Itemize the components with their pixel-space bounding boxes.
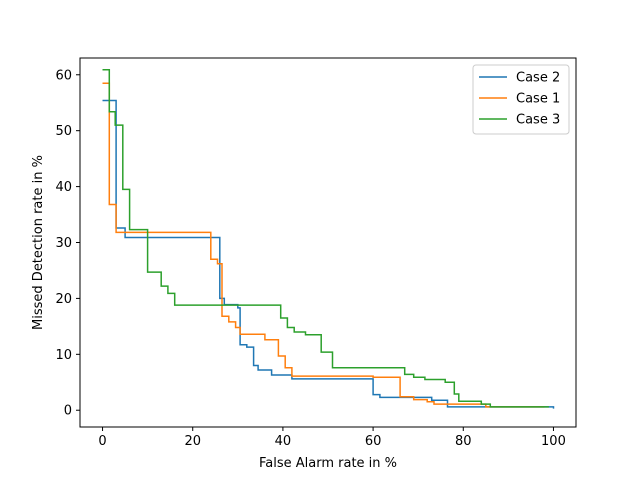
y-axis-label: Missed Detection rate in % — [31, 155, 46, 330]
y-tick-label: 20 — [55, 292, 72, 307]
x-axis-label: False Alarm rate in % — [259, 456, 397, 471]
x-tick-label: 0 — [98, 434, 106, 449]
x-tick-label: 100 — [541, 434, 566, 449]
y-tick-label: 60 — [55, 68, 72, 83]
y-tick-label: 40 — [55, 180, 72, 195]
legend: Case 2 Case 1 Case 3 — [472, 64, 570, 135]
axis-ticks: 0 20 40 60 80 100 0 10 20 30 40 50 60 — [55, 68, 565, 449]
series-line-case-2 — [102, 99, 555, 409]
legend-label-case-2: Case 2 — [516, 71, 560, 86]
series-line-case-3 — [102, 68, 549, 408]
x-tick-label: 20 — [184, 434, 201, 449]
y-tick-label: 10 — [55, 348, 72, 363]
x-tick-label: 60 — [365, 434, 382, 449]
legend-label-case-1: Case 1 — [516, 92, 560, 107]
legend-label-case-3: Case 3 — [516, 113, 560, 128]
series-line-case-1 — [102, 82, 545, 408]
legend-box — [472, 64, 570, 135]
x-tick-label: 80 — [455, 434, 472, 449]
y-tick-label: 50 — [55, 124, 72, 139]
series-lines — [102, 68, 555, 409]
x-tick-label: 40 — [275, 434, 292, 449]
y-tick-label: 30 — [55, 236, 72, 251]
y-tick-label: 0 — [64, 404, 72, 419]
